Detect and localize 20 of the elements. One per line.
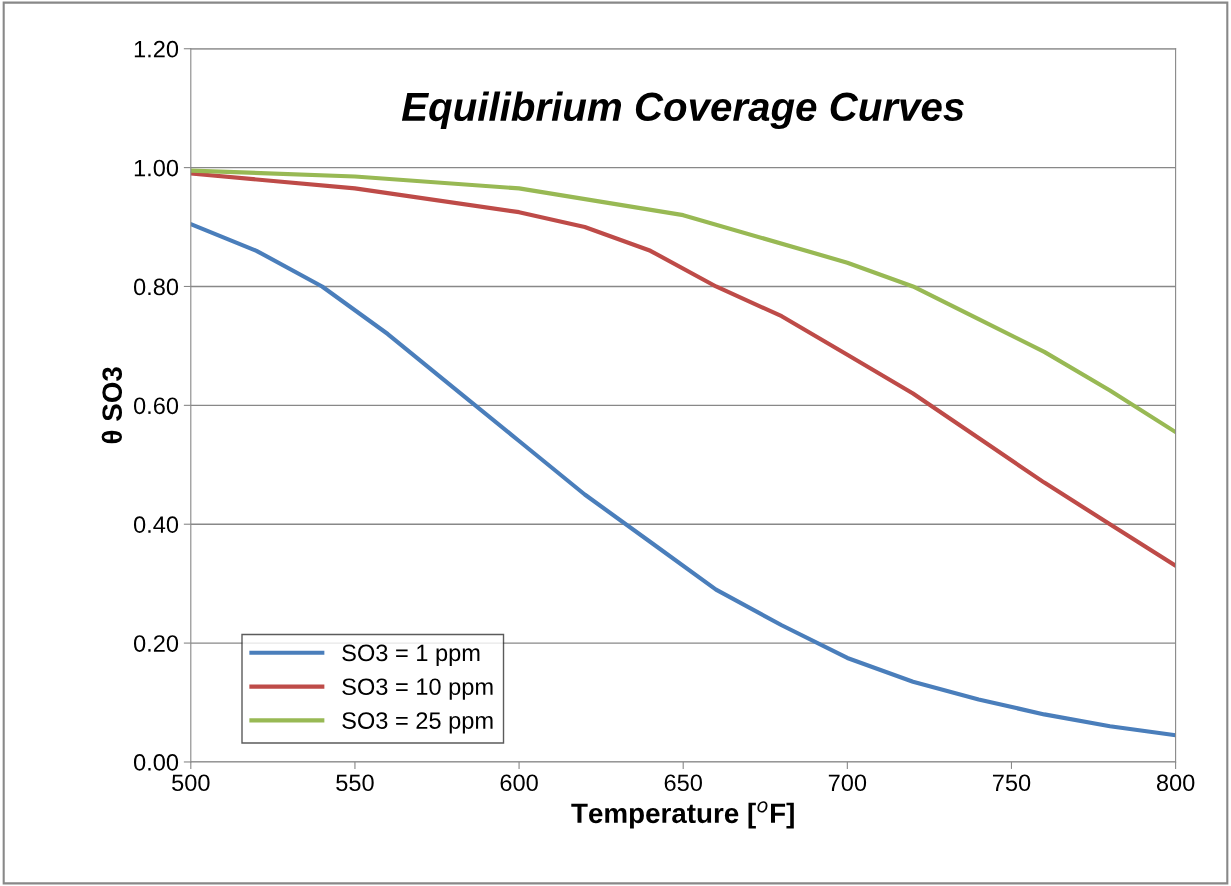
text: Equilibrium Coverage Curves bbox=[401, 91, 964, 130]
y-axis-title: θ SO3 bbox=[101, 367, 123, 444]
x-tick-label: 650 bbox=[664, 774, 702, 792]
y-tick-label: 0.00 bbox=[133, 754, 179, 771]
legend-label: SO3 = 25 ppm bbox=[342, 712, 493, 734]
x-tick-label: 800 bbox=[1156, 774, 1195, 792]
x-axis-title: Temperature [$^{o}$F] bbox=[571, 801, 794, 829]
legend-label: SO3 = 10 ppm bbox=[342, 678, 493, 700]
y-tick-label: 0.20 bbox=[133, 635, 179, 652]
x-tick-label: 600 bbox=[500, 774, 538, 792]
y-tick-label: 0.40 bbox=[133, 516, 179, 533]
x-tick-label: 750 bbox=[992, 774, 1031, 792]
x-tick-label: 500 bbox=[172, 774, 210, 792]
y-tick-label: 0.60 bbox=[133, 397, 179, 415]
x-tick-label: 550 bbox=[336, 774, 374, 792]
y-tick-label: 0.80 bbox=[133, 278, 179, 296]
x-tick-label: 700 bbox=[828, 774, 867, 792]
y-tick-label: 1.20 bbox=[134, 40, 179, 58]
legend-label: SO3 = 1 ppm bbox=[342, 644, 480, 666]
y-tick-label: 1.00 bbox=[134, 159, 179, 177]
